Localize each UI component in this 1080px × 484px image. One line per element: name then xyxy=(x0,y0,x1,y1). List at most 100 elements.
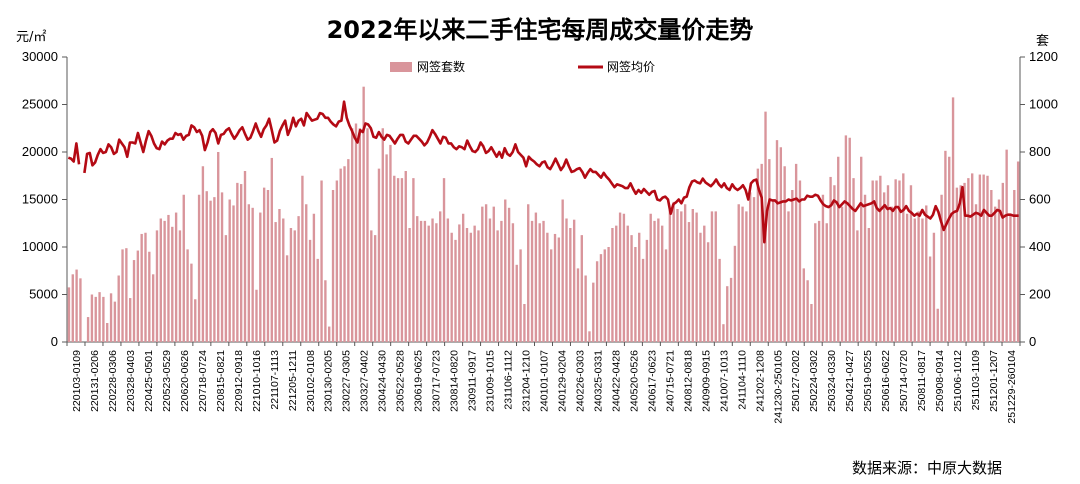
bar xyxy=(293,230,296,343)
x-tick-label: 250908-0914 xyxy=(934,350,946,412)
bar xyxy=(1009,213,1012,342)
bar xyxy=(940,194,943,342)
bar xyxy=(171,226,174,342)
left-tick-label: 10000 xyxy=(22,239,58,254)
bar xyxy=(121,249,124,343)
bar xyxy=(634,247,637,342)
bar xyxy=(595,261,599,342)
left-tick-label: 0 xyxy=(51,334,58,349)
bar xyxy=(890,206,894,343)
bar xyxy=(228,199,231,342)
bar xyxy=(412,178,415,343)
bar xyxy=(274,222,277,342)
bar xyxy=(454,239,457,343)
bar xyxy=(423,220,427,343)
bar xyxy=(266,190,270,342)
bar xyxy=(840,206,844,343)
bar xyxy=(683,204,687,342)
x-tick-label: 251201-1207 xyxy=(988,350,1000,412)
bar xyxy=(305,204,308,342)
bar xyxy=(902,173,905,343)
bar xyxy=(607,247,610,342)
x-tick-label: 221107-1113 xyxy=(269,350,281,410)
bar xyxy=(990,190,993,342)
bar xyxy=(301,175,304,342)
bar xyxy=(79,278,82,342)
x-tick-label: 221010-1016 xyxy=(251,350,263,412)
right-tick-label: 200 xyxy=(1029,287,1051,302)
bar xyxy=(354,123,358,342)
bar xyxy=(194,299,197,342)
bar xyxy=(385,154,388,343)
x-tick-label: 220425-0501 xyxy=(143,350,155,412)
bar xyxy=(741,206,744,343)
bar xyxy=(400,178,404,343)
bar xyxy=(565,218,568,342)
right-axis-ticks: 0 200 400 600 800 1000 1200 xyxy=(1020,49,1058,349)
x-tick-label: 230619-0625 xyxy=(413,350,425,412)
bar xyxy=(90,294,94,342)
x-tick-label: 250811-0817 xyxy=(916,350,928,411)
bar xyxy=(817,220,821,343)
bar xyxy=(262,187,266,343)
legend-bar-swatch xyxy=(390,62,412,72)
bar xyxy=(917,211,920,343)
left-tick-label: 30000 xyxy=(22,49,58,64)
bar xyxy=(863,194,867,342)
bar xyxy=(825,223,828,342)
x-tick-label: 230130-0205 xyxy=(323,350,335,412)
bar xyxy=(373,235,377,343)
bar xyxy=(167,214,170,342)
x-tick-label: 220103-0109 xyxy=(71,350,83,412)
bar xyxy=(435,223,438,342)
x-tick-label: 220228-0306 xyxy=(107,350,119,412)
bar xyxy=(259,212,262,342)
bar xyxy=(339,168,342,342)
bar xyxy=(542,220,545,343)
bar xyxy=(163,220,166,343)
bar xyxy=(186,249,189,343)
bar xyxy=(909,185,913,342)
bar xyxy=(649,213,652,342)
bar xyxy=(117,275,120,342)
bar xyxy=(496,230,499,343)
bar xyxy=(925,205,928,342)
bar xyxy=(1013,190,1016,342)
left-tick-label: 25000 xyxy=(22,97,58,112)
x-tick-label: 230327-0402 xyxy=(359,350,371,412)
bar xyxy=(794,163,798,343)
bar xyxy=(993,206,997,343)
legend: 网签套数 网签均价 xyxy=(390,59,655,74)
bar xyxy=(944,150,947,342)
bar xyxy=(151,274,155,342)
x-tick-label: 240715-0721 xyxy=(664,350,676,412)
bar xyxy=(722,324,725,342)
bar xyxy=(343,166,346,342)
x-tick-label: 230717-0723 xyxy=(431,350,443,412)
bar xyxy=(370,230,373,343)
bar xyxy=(213,197,216,343)
bar xyxy=(469,232,472,342)
bar xyxy=(255,289,258,342)
bar xyxy=(802,268,805,343)
x-tick-label: 241104-1110 xyxy=(736,350,748,410)
bar xyxy=(905,213,909,342)
right-tick-label: 400 xyxy=(1029,239,1051,254)
bar xyxy=(442,178,446,343)
x-tick-label: 220620-0626 xyxy=(179,350,191,412)
x-tick-label: 241202-1208 xyxy=(754,350,766,412)
bar xyxy=(289,228,293,342)
bar xyxy=(446,218,450,342)
bar xyxy=(324,280,327,342)
bar xyxy=(871,180,874,342)
bar xyxy=(657,218,660,342)
x-tick-label: 240325-0331 xyxy=(592,350,604,412)
bar xyxy=(837,156,840,342)
bar xyxy=(144,232,147,342)
bar xyxy=(159,218,162,342)
bar xyxy=(362,86,365,342)
bar xyxy=(680,211,683,343)
bar xyxy=(986,175,989,342)
bar xyxy=(672,201,675,343)
bar xyxy=(488,218,492,342)
